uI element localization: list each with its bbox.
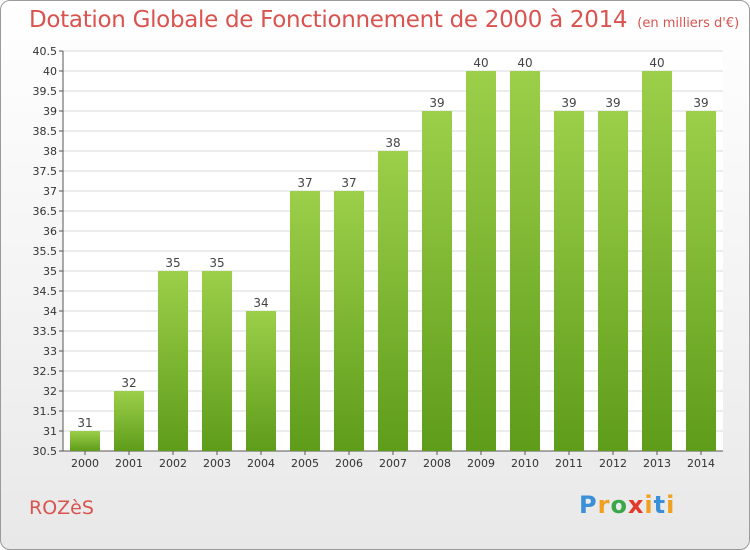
x-tick-label: 2004 (247, 457, 275, 470)
data-label: 40 (473, 56, 488, 70)
logo-letter: P (579, 491, 598, 519)
data-label: 34 (253, 296, 268, 310)
bar (510, 71, 540, 451)
x-tick-label: 2000 (71, 457, 99, 470)
logo-letter: t (653, 491, 667, 519)
y-tick-label: 32.5 (33, 365, 58, 378)
y-tick-label: 35.5 (33, 245, 58, 258)
data-label: 37 (297, 176, 312, 190)
bar (334, 191, 364, 451)
y-tick-label: 33.5 (33, 325, 58, 338)
data-label: 39 (693, 96, 708, 110)
y-tick-label: 39.5 (33, 85, 58, 98)
x-tick-label: 2013 (643, 457, 671, 470)
y-tick-label: 38.5 (33, 125, 58, 138)
data-label: 31 (77, 416, 92, 430)
data-label: 35 (165, 256, 180, 270)
y-tick-label: 38 (43, 145, 57, 158)
x-tick-label: 2011 (555, 457, 583, 470)
bar (686, 111, 716, 451)
x-tick-label: 2012 (599, 457, 627, 470)
x-tick-label: 2014 (687, 457, 715, 470)
y-tick-label: 36.5 (33, 205, 58, 218)
y-tick-label: 40 (43, 65, 57, 78)
logo-letter: i (644, 491, 654, 519)
chart-title: Dotation Globale de Fonctionnement de 20… (29, 7, 739, 33)
x-tick-label: 2002 (159, 457, 187, 470)
y-tick-label: 34 (43, 305, 57, 318)
y-tick-label: 31.5 (33, 405, 58, 418)
x-tick-label: 2001 (115, 457, 143, 470)
x-tick-label: 2006 (335, 457, 363, 470)
y-tick-label: 37 (43, 185, 57, 198)
bar (642, 71, 672, 451)
commune-name: ROZèS (29, 497, 94, 519)
y-tick-label: 40.5 (33, 45, 58, 58)
bar (554, 111, 584, 451)
y-tick-label: 34.5 (33, 285, 58, 298)
chart-title-text: Dotation Globale de Fonctionnement de 20… (29, 7, 628, 33)
y-tick-label: 33 (43, 345, 57, 358)
data-label: 40 (517, 56, 532, 70)
logo-letter: i (666, 491, 676, 519)
bar (290, 191, 320, 451)
bar (70, 431, 100, 451)
y-tick-label: 35 (43, 265, 57, 278)
data-label: 39 (429, 96, 444, 110)
y-tick-label: 37.5 (33, 165, 58, 178)
y-tick-label: 36 (43, 225, 57, 238)
chart-unit: (en milliers d'€) (637, 16, 740, 31)
data-label: 32 (121, 376, 136, 390)
logo-letter: r (597, 491, 611, 519)
data-label: 35 (209, 256, 224, 270)
x-tick-label: 2003 (203, 457, 231, 470)
x-tick-label: 2009 (467, 457, 495, 470)
bar (246, 311, 276, 451)
x-tick-label: 2007 (379, 457, 407, 470)
bar (378, 151, 408, 451)
bar (466, 71, 496, 451)
bar (422, 111, 452, 451)
x-tick-label: 2005 (291, 457, 319, 470)
data-label: 39 (561, 96, 576, 110)
data-label: 40 (649, 56, 664, 70)
data-label: 39 (605, 96, 620, 110)
x-tick-label: 2008 (423, 457, 451, 470)
data-label: 37 (341, 176, 356, 190)
bar (202, 271, 232, 451)
y-tick-label: 39 (43, 105, 57, 118)
bar (598, 111, 628, 451)
proxiti-logo[interactable]: Proxiti (579, 491, 675, 519)
bar (158, 271, 188, 451)
data-label: 38 (385, 136, 400, 150)
logo-letter: x (627, 491, 645, 519)
logo-letter: o (610, 491, 628, 519)
y-tick-label: 32 (43, 385, 57, 398)
bar (114, 391, 144, 451)
y-tick-label: 31 (43, 425, 57, 438)
x-tick-label: 2010 (511, 457, 539, 470)
y-tick-label: 30.5 (33, 445, 58, 458)
